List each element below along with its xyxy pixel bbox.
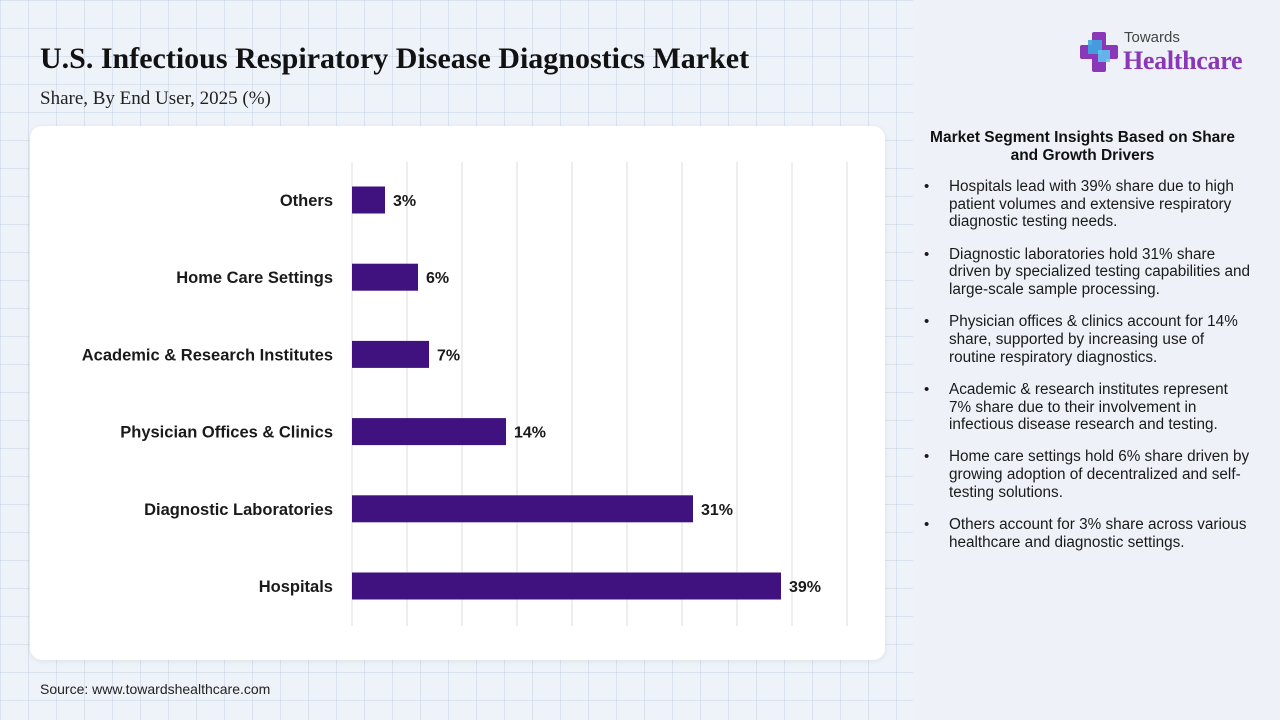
chart-title: U.S. Infectious Respiratory Disease Diag… [40, 42, 750, 75]
insight-item: • Academic & research institutes represen… [920, 381, 1250, 434]
bullet-icon: • [924, 313, 930, 331]
value-label: 39% [789, 579, 821, 596]
category-label: Diagnostic Laboratories [144, 501, 333, 519]
insight-item: • Diagnostic laboratories hold 31% share … [920, 246, 1250, 299]
category-label: Hospitals [259, 578, 333, 596]
source-text: Source: www.towardshealthcare.com [40, 681, 271, 697]
bar [352, 263, 418, 291]
insight-text: Academic & research institutes represent… [949, 380, 1228, 434]
value-label: 14% [514, 425, 546, 442]
category-label: Academic & Research Institutes [82, 346, 333, 364]
insight-text: Diagnostic laboratories hold 31% share d… [949, 245, 1251, 299]
bullet-icon: • [924, 516, 930, 534]
insight-text: Physician offices & clinics account for … [949, 313, 1238, 366]
chart-subtitle: Share, By End User, 2025 (%) [40, 88, 271, 109]
insight-item: • Hospitals lead with 39% share due to hi… [920, 178, 1250, 231]
value-label: 31% [701, 502, 733, 519]
chart-card: Others 3% Home Care Settings 6% Academic & R… [30, 126, 885, 660]
insight-text: Others account for 3% share across vario… [949, 516, 1247, 551]
bar [352, 495, 693, 523]
insight-text: Home care settings hold 6% share driven … [949, 448, 1250, 501]
insight-item: • Home care settings hold 6% share driven… [920, 448, 1250, 501]
insight-text: Hospitals lead with 39% share due to hig… [949, 178, 1234, 231]
bar [352, 340, 429, 368]
bar [352, 572, 781, 600]
bullet-icon: • [924, 178, 930, 195]
insight-item: • Physician offices & clinics account for… [920, 313, 1250, 366]
insights-list: • Hospitals lead with 39% share due to hi… [920, 178, 1250, 566]
insights-title: Market Segment Insights Based on Share a… [930, 129, 1235, 164]
medical-cross-icon [1080, 32, 1118, 72]
value-label: 7% [437, 347, 460, 364]
logo-main-text: Healthcare [1123, 46, 1243, 75]
logo-top-text: Towards [1124, 29, 1180, 46]
insights-panel [913, 0, 1280, 720]
bullet-icon: • [924, 380, 930, 398]
bar-chart: Others 3% Home Care Settings 6% Academic & R… [82, 162, 848, 626]
category-label: Home Care Settings [176, 269, 333, 287]
bullet-icon: • [924, 245, 930, 263]
bar [352, 186, 385, 214]
brand-logo: Towards Healthcare [1080, 27, 1255, 77]
category-label: Others [280, 192, 333, 210]
bar [352, 418, 506, 446]
value-label: 3% [393, 193, 416, 210]
bullet-icon: • [924, 448, 930, 466]
insight-item: • Others account for 3% share across vari… [920, 516, 1250, 551]
category-label: Physician Offices & Clinics [120, 424, 333, 442]
value-label: 6% [426, 270, 449, 287]
